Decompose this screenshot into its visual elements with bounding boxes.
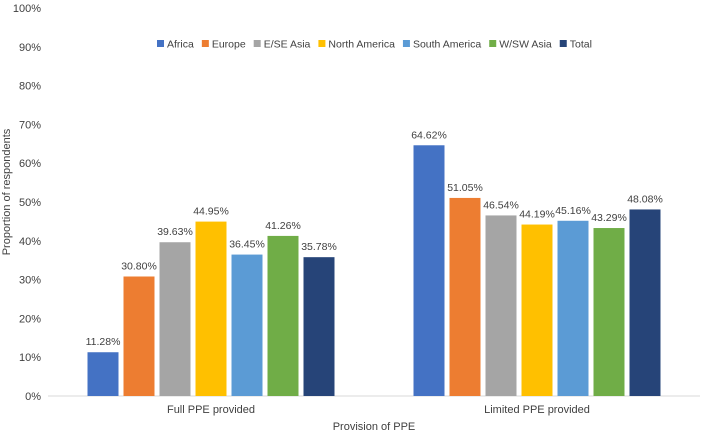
legend-swatch <box>318 40 326 47</box>
legend-item: E/SE Asia <box>264 39 311 51</box>
data-label: 30.80% <box>121 260 157 272</box>
data-label: 44.95% <box>193 206 229 218</box>
y-tick-label: 10% <box>19 352 41 364</box>
legend-item: North America <box>328 39 395 51</box>
y-tick-label: 50% <box>19 197 41 209</box>
bar <box>593 228 625 396</box>
bar <box>195 221 227 396</box>
bar <box>413 145 445 396</box>
legend-swatch <box>402 40 410 47</box>
legend: Africa Europe E/SE Asia North America South … <box>157 39 592 51</box>
data-label: 64.62% <box>411 129 447 141</box>
bar <box>449 197 481 396</box>
y-tick-label: 80% <box>19 81 41 93</box>
legend-item: W/SW Asia <box>499 39 552 51</box>
data-label: 48.08% <box>627 193 663 205</box>
y-tick-label: 70% <box>19 119 41 131</box>
bar <box>267 235 299 396</box>
y-tick-label: 20% <box>19 313 41 325</box>
bar <box>485 215 517 396</box>
y-axis-ticks: 0% 10% 20% 30% 40% 50% 60% 70% 80% 90% 100% <box>13 3 41 403</box>
bar <box>557 220 589 396</box>
bars <box>87 145 661 396</box>
y-tick-label: 100% <box>13 3 41 15</box>
data-label: 46.54% <box>483 199 519 211</box>
data-label: 51.05% <box>447 182 483 194</box>
legend-swatch <box>559 40 567 47</box>
x-axis-ticks: Full PPE provided Limited PPE provided <box>167 404 590 416</box>
legend-item: Total <box>570 39 592 51</box>
y-tick-label: 30% <box>19 275 41 287</box>
legend-item: South America <box>413 39 481 51</box>
y-tick-label: 60% <box>19 158 41 170</box>
data-label: 41.26% <box>265 220 301 232</box>
bar <box>123 276 155 396</box>
legend-swatch <box>157 40 164 47</box>
legend-swatch <box>201 40 209 47</box>
legend-swatch <box>489 40 497 47</box>
bar <box>521 224 553 396</box>
legend-item: Africa <box>167 39 194 51</box>
y-axis-label: Proportion of respondents <box>1 128 13 255</box>
bar <box>629 209 661 396</box>
data-label: 44.19% <box>519 209 555 221</box>
y-tick-label: 40% <box>19 236 41 248</box>
data-label: 35.78% <box>301 241 337 253</box>
bar-labels: 11.28% 30.80% 39.63%44.95% 36.45%41.26%35.7… <box>86 129 663 348</box>
y-tick-label: 90% <box>19 42 41 54</box>
bar <box>159 242 191 396</box>
data-label: 36.45% <box>229 239 265 251</box>
bar <box>231 254 263 396</box>
data-label: 45.16% <box>555 205 591 217</box>
x-tick-label: Full PPE provided <box>167 404 255 416</box>
bar <box>87 352 119 396</box>
x-axis-label: Provision of PPE <box>333 421 416 433</box>
data-label: 39.63% <box>157 226 193 238</box>
legend-item: Europe <box>212 39 246 51</box>
legend-swatch <box>253 40 261 47</box>
bar <box>303 257 335 396</box>
y-tick-label: 0% <box>25 391 41 403</box>
data-label: 11.28% <box>86 336 121 348</box>
data-label: 43.29% <box>591 212 627 224</box>
x-tick-label: Limited PPE provided <box>484 404 590 416</box>
